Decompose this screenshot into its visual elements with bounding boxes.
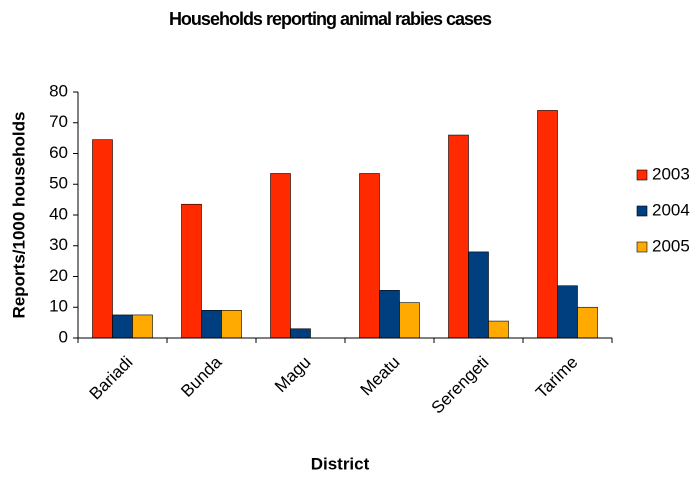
bar [112, 314, 133, 339]
x-tick-label: Bariadi [86, 353, 137, 404]
x-tick-label: Bunda [177, 352, 226, 401]
legend-swatch [636, 241, 648, 253]
y-tick-label: 10 [49, 297, 68, 316]
y-tick-label: 40 [49, 204, 68, 223]
y-tick-label: 70 [49, 112, 68, 131]
bar [181, 203, 202, 339]
bar [577, 306, 598, 339]
legend-label: 2004 [652, 200, 690, 219]
legend-swatch [636, 205, 648, 217]
bar [290, 328, 311, 339]
x-tick-label: Meatu [357, 353, 404, 400]
x-tick-label: Serengeti [428, 353, 493, 418]
y-tick-label: 50 [49, 174, 68, 193]
bar [448, 134, 469, 339]
bar [537, 110, 558, 339]
y-tick-label: 20 [49, 266, 68, 285]
bar [379, 290, 400, 339]
x-tick-label: Magu [271, 353, 315, 397]
bar [557, 285, 578, 339]
x-tick-label: Tarime [532, 353, 582, 403]
bar [359, 173, 380, 339]
bar [468, 251, 489, 339]
x-axis-title: District [311, 454, 370, 473]
chart-title: Households reporting animal rabies cases [169, 9, 492, 29]
bar [132, 314, 153, 339]
y-tick-label: 0 [59, 327, 68, 346]
y-axis-title: Reports/1000 households [9, 112, 28, 319]
legend-label: 2005 [652, 236, 690, 255]
bar [488, 320, 509, 339]
y-tick-label: 60 [49, 143, 68, 162]
legend-swatch [636, 169, 648, 181]
bar [270, 173, 291, 339]
legend-label: 2003 [652, 164, 690, 183]
bar [201, 310, 222, 339]
bar [399, 302, 420, 339]
bar [92, 139, 113, 339]
y-tick-label: 30 [49, 235, 68, 254]
y-tick-label: 80 [49, 81, 68, 100]
bar [221, 310, 242, 339]
